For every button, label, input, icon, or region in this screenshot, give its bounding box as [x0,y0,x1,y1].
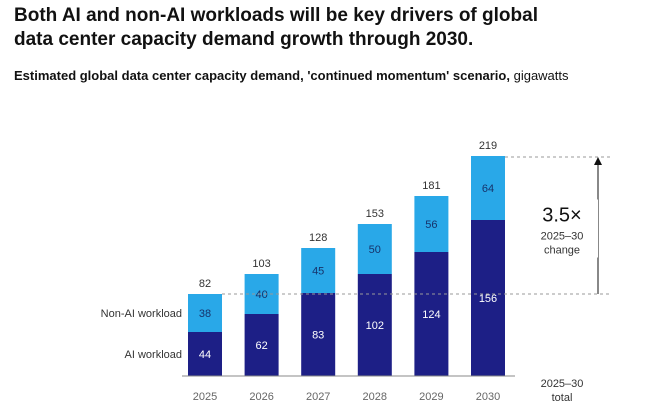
bar-ai-2029 [414,252,449,376]
labels-group: 44 38 82 2025 62 40 103 2026 83 45 128 2027 102 50 153… [101,140,515,403]
label-ai-2029: 124 [422,309,440,321]
annotation-group: 3.5× 2025–30 change 2025–30 total [222,156,612,404]
label-ai-2028: 102 [366,320,384,332]
legend-ai-workload: AI workload [125,349,182,361]
tick-2028: 2028 [363,391,387,403]
chart-title: Both AI and non-AI workloads will be key… [14,5,538,50]
label-ai-2026: 62 [255,340,267,352]
tick-2029: 2029 [419,391,443,403]
annotation-arrow-head-icon [594,157,602,165]
bar-ai-2030 [471,220,505,376]
total-2026: 103 [252,258,270,270]
legend-non-ai-workload: Non-AI workload [101,308,182,320]
bar-ai-2028 [357,274,392,376]
label-non-ai-2026: 40 [255,289,267,301]
total-2030: 219 [479,140,497,152]
subtitle-description: Estimated global data center capacity de… [14,68,510,83]
label-non-ai-2025: 38 [199,308,211,320]
label-non-ai-2027: 45 [312,266,324,278]
bar-non-ai-2028 [357,224,392,274]
label-non-ai-2028: 50 [369,244,381,256]
subtitle-unit: gigawatts [513,68,569,83]
bar-ai-2025 [188,332,222,376]
label-ai-2027: 83 [312,330,324,342]
total-2027: 128 [309,232,327,244]
tick-2030: 2030 [476,391,500,403]
total-2029: 181 [422,180,440,192]
total-2025: 82 [199,278,211,290]
annotation-multiplier: 3.5× [542,205,581,227]
bar-non-ai-2027 [301,248,336,293]
annotation-text-bg [534,199,598,258]
bar-ai-2027 [301,293,336,376]
label-ai-2030: 156 [479,293,497,305]
bar-non-ai-2030 [471,156,505,220]
total-column-label-line2: total [552,392,573,404]
tick-2027: 2027 [306,391,330,403]
tick-2026: 2026 [249,391,273,403]
tick-2025: 2025 [193,391,217,403]
label-ai-2025: 44 [199,349,211,361]
bar-non-ai-2029 [414,196,449,252]
label-non-ai-2029: 56 [425,219,437,231]
chart-subtitle: Estimated global data center capacity de… [14,68,569,83]
bars-group [188,156,505,376]
total-2028: 153 [366,208,384,220]
total-column-label-line1: 2025–30 [541,378,584,390]
annotation-range: 2025–30 [541,231,584,243]
label-non-ai-2030: 64 [482,183,494,195]
bar-non-ai-2025 [188,294,222,332]
bar-ai-2026 [244,314,279,376]
annotation-change: change [544,245,580,257]
